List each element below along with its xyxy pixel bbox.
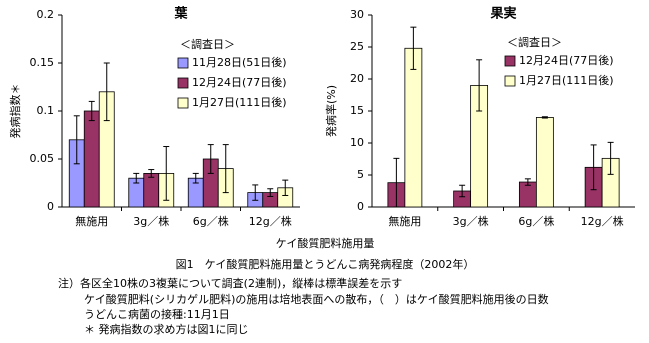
legend-title: ＜調査日＞	[180, 37, 235, 51]
x-axis-label: ケイ酸質肥料施用量	[276, 236, 375, 250]
x-tick-label: 3g／株	[453, 214, 489, 228]
legend-label: 12月24日(77日後)	[519, 53, 614, 67]
bar	[143, 172, 160, 208]
legend-swatch	[177, 77, 189, 89]
x-tick-label: 無施用	[388, 214, 421, 228]
x-tick-label: 3g／株	[133, 214, 169, 228]
legend-swatch	[504, 55, 516, 67]
y-tick-label: 20	[350, 72, 364, 85]
note: ケイ酸質肥料(シリカゲル肥料)の施用は培地表面への散布，（ ）はケイ酸質肥料施用…	[84, 292, 549, 306]
bar	[535, 117, 554, 208]
note: 注）各区全10株の3複葉について調査(2連制)，縦棒は標準誤差を示す	[58, 276, 402, 290]
legend-label: 12月24日(77日後)	[192, 75, 287, 89]
legend-title: ＜調査日＞	[507, 35, 562, 49]
x-tick-label: 6g／株	[193, 214, 229, 228]
y-tick-label: 30	[350, 8, 364, 21]
y-tick-label: 0.05	[30, 152, 55, 165]
legend-swatch	[177, 97, 189, 109]
y-axis-label: 発病率(%)	[324, 85, 338, 137]
legend-swatch	[177, 57, 189, 69]
legend-swatch	[504, 75, 516, 87]
note: うどんこ病菌の接種:11月1日	[84, 307, 230, 321]
bar	[518, 181, 537, 208]
legend-label: 11月28日(51日後)	[192, 55, 287, 69]
legend-label: 1月27日(111日後)	[192, 95, 287, 109]
note: ＊ 発病指数の求め方は図1に同じ	[84, 322, 249, 336]
legend-label: 1月27日(111日後)	[519, 73, 614, 87]
chart-title: 葉	[173, 6, 188, 22]
y-tick-label: 0	[357, 200, 364, 213]
caption: 図1 ケイ酸質肥料施用量とうどんこ病発病程度（2002年）	[176, 257, 475, 271]
x-tick-label: 6g／株	[518, 214, 554, 228]
x-tick-label: 12g／株	[581, 214, 624, 228]
y-tick-label: 0.2	[37, 8, 55, 21]
y-tick-label: 25	[350, 40, 364, 53]
y-tick-label: 10	[350, 136, 364, 149]
x-tick-label: 無施用	[75, 214, 108, 228]
x-tick-label: 12g／株	[249, 214, 292, 228]
y-tick-label: 0	[47, 200, 54, 213]
y-tick-label: 15	[350, 104, 364, 117]
y-tick-label: 0.15	[30, 56, 55, 69]
y-tick-label: 0.1	[37, 104, 55, 117]
chart-title: 果実	[489, 6, 516, 22]
y-tick-label: 5	[357, 168, 364, 181]
bar	[83, 110, 100, 208]
bar	[404, 47, 423, 208]
y-axis-label: 発病指数＊	[8, 84, 22, 139]
